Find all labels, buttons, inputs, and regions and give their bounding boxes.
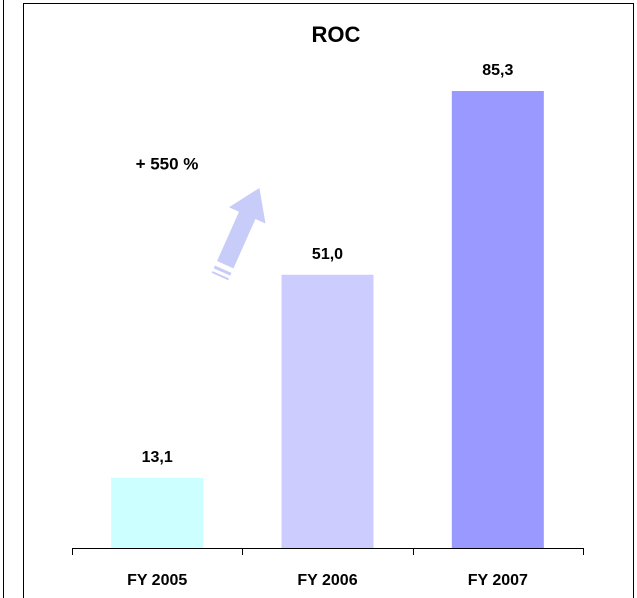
- x-tick-label: FY 2005: [127, 572, 187, 589]
- arrow-stripe: [211, 271, 230, 281]
- annotation: + 550 %: [136, 154, 199, 173]
- value-label: 85,3: [482, 62, 513, 79]
- bar: [451, 91, 544, 548]
- chart-title: ROC: [312, 22, 361, 47]
- value-label: 13,1: [142, 449, 173, 466]
- x-tick-label: FY 2007: [468, 572, 528, 589]
- x-tick-label: FY 2006: [297, 572, 357, 589]
- growth-arrow: [211, 187, 266, 281]
- arrow-body: [217, 187, 266, 269]
- frame: [23, 3, 634, 598]
- value-label: 51,0: [312, 246, 343, 263]
- bar: [281, 274, 374, 548]
- arrow-stripe: [213, 265, 232, 276]
- bar: [111, 477, 204, 548]
